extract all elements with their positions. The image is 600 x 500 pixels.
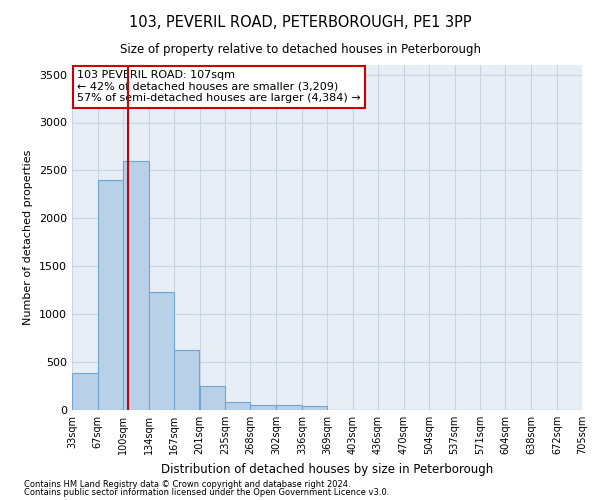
Text: Contains HM Land Registry data © Crown copyright and database right 2024.: Contains HM Land Registry data © Crown c… [24, 480, 350, 489]
Bar [276, 405, 302, 410]
X-axis label: Distribution of detached houses by size in Peterborough: Distribution of detached houses by size … [161, 462, 493, 475]
Text: Size of property relative to detached houses in Peterborough: Size of property relative to detached ho… [119, 42, 481, 56]
Bar [98, 180, 123, 410]
Bar [72, 372, 98, 410]
Bar [173, 350, 199, 410]
Bar [226, 402, 250, 410]
Text: Contains public sector information licensed under the Open Government Licence v3: Contains public sector information licen… [24, 488, 389, 497]
Bar [149, 292, 173, 410]
Bar [123, 161, 149, 410]
Bar [302, 406, 327, 410]
Y-axis label: Number of detached properties: Number of detached properties [23, 150, 34, 325]
Text: 103 PEVERIL ROAD: 107sqm
← 42% of detached houses are smaller (3,209)
57% of sem: 103 PEVERIL ROAD: 107sqm ← 42% of detach… [77, 70, 361, 103]
Text: 103, PEVERIL ROAD, PETERBOROUGH, PE1 3PP: 103, PEVERIL ROAD, PETERBOROUGH, PE1 3PP [128, 15, 472, 30]
Bar [250, 404, 276, 410]
Bar [199, 386, 226, 410]
